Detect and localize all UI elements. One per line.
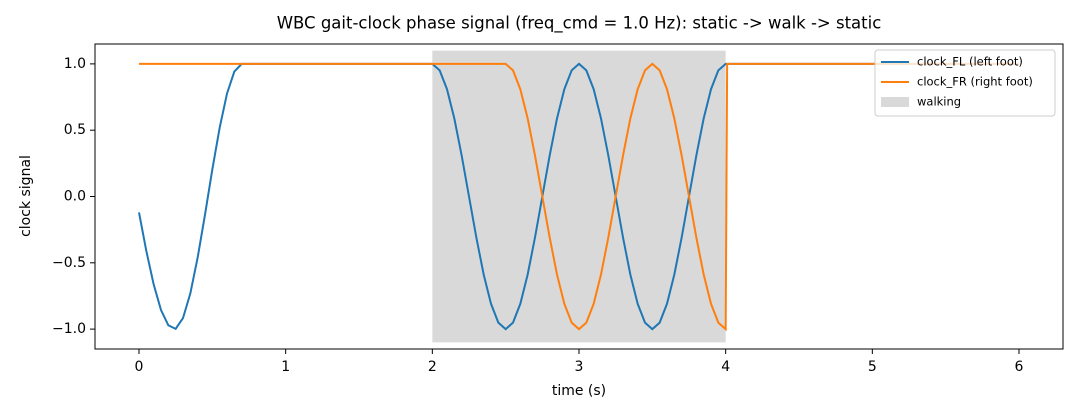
legend-label: clock_FR (right foot) xyxy=(917,75,1033,89)
series-line xyxy=(138,62,1019,331)
chart-title: WBC gait-clock phase signal (freq_cmd = … xyxy=(277,14,882,34)
y-axis-label: clock signal xyxy=(18,155,34,237)
y-tick-label: −1.0 xyxy=(52,321,86,337)
legend-swatch xyxy=(881,97,909,107)
y-tick-label: −0.5 xyxy=(52,255,86,271)
y-tick-label: 0.0 xyxy=(64,189,86,205)
legend: clock_FL (left foot) clock_FR (right foot… xyxy=(874,49,1056,117)
x-tick-label: 2 xyxy=(428,359,437,375)
legend-label: walking xyxy=(917,95,961,109)
x-tick-label: 1 xyxy=(281,359,290,375)
legend-label: clock_FL (left foot) xyxy=(917,55,1023,69)
x-tick-label: 6 xyxy=(1015,359,1024,375)
walking-span xyxy=(432,50,726,343)
y-tick-label: 0.5 xyxy=(64,122,86,138)
x-tick-label: 0 xyxy=(135,359,144,375)
series-line xyxy=(139,62,1019,332)
x-tick-label: 4 xyxy=(721,359,730,375)
y-tick-label: 1.0 xyxy=(64,56,86,72)
plot-frame xyxy=(94,43,1064,350)
x-axis-label: time (s) xyxy=(552,383,606,399)
x-tick-label: 3 xyxy=(575,359,584,375)
x-tick-label: 5 xyxy=(868,359,877,375)
legend-frame xyxy=(874,49,1056,117)
